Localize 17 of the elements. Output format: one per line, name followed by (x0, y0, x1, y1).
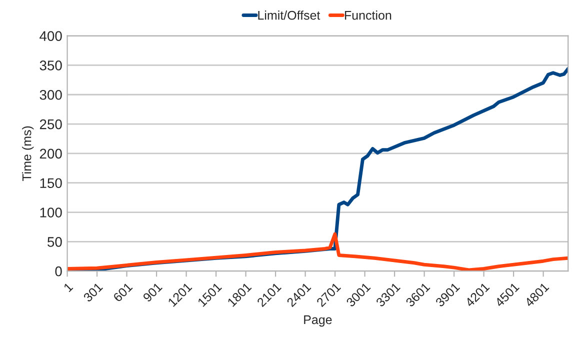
x-tick-label: 601 (112, 282, 133, 302)
legend-label: Function (344, 10, 392, 20)
y-tick-label: 150 (40, 178, 62, 188)
y-tick-label: 300 (40, 90, 62, 100)
x-axis-title: Page (304, 315, 332, 327)
y-tick-label: 50 (48, 237, 62, 247)
y-axis-title: Time (ms) (22, 126, 34, 182)
x-tick-label: 901 (142, 282, 163, 302)
y-tick-label: 250 (40, 119, 62, 130)
y-tick-label: 400 (40, 31, 62, 41)
y-tick-label: 0 (55, 266, 62, 276)
y-tick-label: 350 (40, 60, 62, 70)
legend-label: Limit/Offset (258, 10, 320, 20)
x-tick-label: 301 (82, 282, 104, 302)
y-tick-label: 100 (40, 208, 62, 218)
x-tick-label: 1 (63, 282, 74, 292)
y-tick-label: 200 (40, 148, 62, 159)
